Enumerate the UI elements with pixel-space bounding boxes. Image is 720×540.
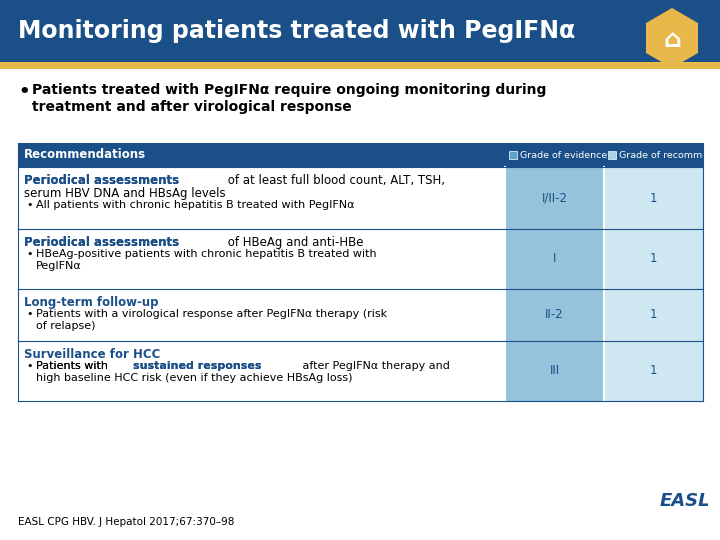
FancyBboxPatch shape [604, 167, 703, 229]
Text: after PegIFNα therapy and: after PegIFNα therapy and [300, 361, 450, 371]
Text: Grade of evidence: Grade of evidence [520, 151, 607, 159]
Text: sustained responses: sustained responses [133, 361, 262, 371]
Text: HBeAg-positive patients with chronic hepatitis B treated with: HBeAg-positive patients with chronic hep… [36, 249, 377, 259]
Text: Recommendations: Recommendations [24, 148, 146, 161]
FancyBboxPatch shape [18, 143, 703, 167]
Text: 1: 1 [649, 192, 657, 205]
Text: Grade of recommendation: Grade of recommendation [619, 151, 720, 159]
Text: Periodical assessments: Periodical assessments [24, 236, 179, 249]
FancyBboxPatch shape [18, 341, 703, 401]
Text: Patients with: Patients with [36, 361, 112, 371]
Text: PegIFNα: PegIFNα [36, 261, 82, 271]
Polygon shape [646, 8, 698, 68]
Text: Surveillance for HCC: Surveillance for HCC [24, 348, 161, 361]
Text: of at least full blood count, ALT, TSH,: of at least full blood count, ALT, TSH, [224, 174, 445, 187]
Text: III: III [549, 364, 559, 377]
Text: ⌂: ⌂ [663, 28, 681, 52]
FancyBboxPatch shape [0, 62, 720, 69]
Text: Periodical assessments: Periodical assessments [24, 174, 179, 187]
FancyBboxPatch shape [505, 341, 604, 401]
Text: All patients with chronic hepatitis B treated with PegIFNα: All patients with chronic hepatitis B tr… [36, 200, 354, 210]
FancyBboxPatch shape [0, 0, 720, 62]
Text: •: • [26, 200, 32, 210]
Text: I/II-2: I/II-2 [541, 192, 567, 205]
FancyBboxPatch shape [509, 151, 517, 159]
FancyBboxPatch shape [604, 229, 703, 289]
Text: treatment and after virological response: treatment and after virological response [32, 100, 352, 114]
FancyBboxPatch shape [505, 289, 604, 341]
Text: EASL CPG HBV. J Hepatol 2017;67:370–98: EASL CPG HBV. J Hepatol 2017;67:370–98 [18, 517, 235, 527]
Text: I: I [553, 253, 556, 266]
Text: of relapse): of relapse) [36, 321, 96, 331]
Text: 1: 1 [649, 253, 657, 266]
Text: Periodical assessments: Periodical assessments [24, 174, 179, 187]
FancyBboxPatch shape [505, 167, 604, 229]
Text: •: • [26, 249, 32, 259]
Text: 1: 1 [649, 364, 657, 377]
Text: Patients treated with PegIFNα require ongoing monitoring during: Patients treated with PegIFNα require on… [32, 83, 546, 97]
FancyBboxPatch shape [505, 229, 604, 289]
Text: •: • [18, 83, 30, 101]
FancyBboxPatch shape [604, 289, 703, 341]
Text: sustained responses: sustained responses [133, 361, 262, 371]
Text: of HBeAg and anti-HBe: of HBeAg and anti-HBe [224, 236, 364, 249]
Text: Periodical assessments: Periodical assessments [24, 236, 179, 249]
Text: EASL: EASL [660, 492, 711, 510]
Text: •: • [26, 309, 32, 319]
FancyBboxPatch shape [608, 151, 616, 159]
Text: Monitoring patients treated with PegIFNα: Monitoring patients treated with PegIFNα [18, 19, 575, 43]
FancyBboxPatch shape [18, 289, 703, 341]
Text: •: • [26, 361, 32, 371]
Text: high baseline HCC risk (even if they achieve HBsAg loss): high baseline HCC risk (even if they ach… [36, 373, 353, 383]
Text: II-2: II-2 [545, 308, 564, 321]
Text: Patients with: Patients with [36, 361, 112, 371]
FancyBboxPatch shape [18, 167, 703, 229]
FancyBboxPatch shape [604, 341, 703, 401]
Text: 1: 1 [649, 308, 657, 321]
Text: Patients with a virological response after PegIFNα therapy (risk: Patients with a virological response aft… [36, 309, 387, 319]
FancyBboxPatch shape [18, 229, 703, 289]
Text: serum HBV DNA and HBsAg levels: serum HBV DNA and HBsAg levels [24, 187, 225, 200]
Text: Long-term follow-up: Long-term follow-up [24, 296, 158, 309]
